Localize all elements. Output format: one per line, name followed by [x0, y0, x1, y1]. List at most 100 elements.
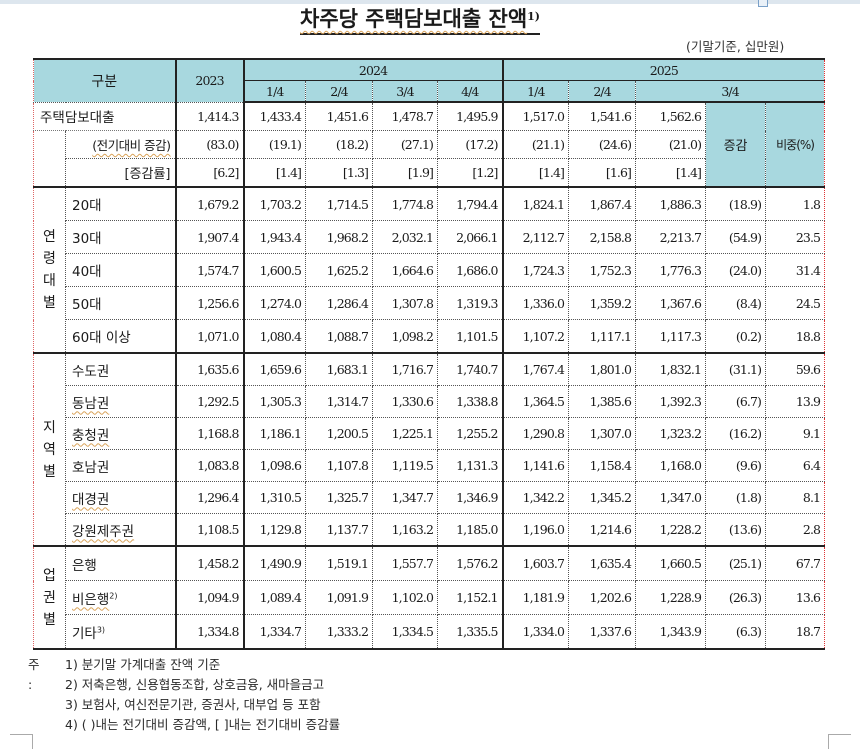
- table-cell: 1,886.3: [635, 186, 707, 221]
- table-cell: 1,364.5: [501, 385, 570, 418]
- table-cell: 1,108.5: [174, 513, 245, 547]
- table-cell: 1,367.6: [635, 286, 707, 320]
- table-cell: 1,089.4: [242, 580, 307, 615]
- change-cell: (6.7): [705, 385, 767, 418]
- table-cell: 1,319.3: [437, 286, 504, 320]
- row-label-text: 50대: [72, 297, 102, 313]
- table-cell: 1,767.4: [501, 352, 570, 386]
- table-cell: 1,296.4: [174, 481, 245, 514]
- table-cell: 1,557.7: [372, 545, 439, 581]
- table-cell: 1,098.2: [372, 319, 439, 354]
- table-cell: 1,330.6: [372, 385, 439, 418]
- table-cell: 1,659.6: [242, 352, 307, 386]
- table-cell: 1,801.0: [568, 352, 637, 386]
- header-2025: 2025: [501, 58, 826, 81]
- row-label-text: 동남권: [72, 395, 110, 412]
- cell-rate-2025q1: [1.4]: [501, 158, 570, 188]
- table-cell: 1,256.6: [174, 286, 245, 320]
- note-1: 1) 분기말 가계대출 잔액 기준: [65, 657, 221, 672]
- table-cell: 1,131.3: [437, 449, 504, 482]
- table-row: 기타3) 1,334.8 1,334.7 1,333.2 1,334.5 1,335.5 1…: [34, 614, 826, 650]
- table-cell: 1,740.7: [437, 352, 504, 386]
- group-label: 연 령 대 별: [33, 186, 66, 354]
- page-marker: [758, 0, 768, 7]
- table-cell: 1,337.6: [568, 614, 637, 650]
- table-cell: 1,091.9: [305, 580, 374, 615]
- table-cell: 1,225.1: [372, 417, 439, 450]
- row-label-text: 20대: [72, 198, 102, 214]
- note-4: 4) ( )내는 전기대비 증감액, [ ]내는 전기대비 증감률: [65, 717, 341, 732]
- table-cell: 1,334.0: [501, 614, 570, 650]
- note-3: 3) 보험사, 여신전문기관, 증권사, 대부업 등 포함: [65, 697, 321, 712]
- title-text: 차주당 주택담보대출 잔액: [300, 7, 528, 31]
- header-2024-q4: 4/4: [437, 80, 504, 103]
- table-row: 지 역 별 수도권 1,635.6 1,659.6 1,683.1 1,716.7 1,74…: [33, 352, 826, 547]
- cell-change-2024q3: (27.1): [372, 130, 439, 159]
- table-cell: 1,200.5: [305, 417, 374, 450]
- note-2: 2) 저축은행, 신용협동조합, 상호금융, 새마을금고: [65, 677, 325, 692]
- table-cell: 1,907.4: [174, 220, 245, 254]
- table-cell: 1,158.4: [568, 449, 637, 482]
- table-row: 충청권 1,168.8 1,186.1 1,200.5 1,225.1 1,255.2 1,…: [34, 417, 826, 450]
- table-cell: 1,274.0: [242, 286, 307, 320]
- share-cell: 67.7: [765, 545, 826, 581]
- row-label-text: 기타: [72, 625, 97, 642]
- change-cell: (1.8): [705, 481, 767, 514]
- table-cell: 1,347.7: [372, 481, 439, 514]
- header-2024-q2: 2/4: [305, 80, 374, 103]
- row-label-text: 대경권: [72, 491, 110, 508]
- table-cell: 1,867.4: [568, 186, 637, 221]
- table-cell: 2,112.7: [501, 220, 570, 254]
- table-cell: 1,600.5: [242, 253, 307, 287]
- table-cell: 1,107.8: [305, 449, 374, 482]
- change-cell: (16.2): [705, 417, 767, 450]
- cell-rate-2025q3: [1.4]: [635, 158, 707, 188]
- header-2025-q3: 3/4: [635, 80, 826, 103]
- header-category: 구분: [32, 58, 177, 103]
- header-share: 비중(%): [765, 101, 826, 188]
- table-cell: 1,290.8: [501, 417, 570, 450]
- window-top-bar: [0, 0, 860, 4]
- table-cell: 1,824.1: [501, 186, 570, 221]
- cell-change-2023: (83.0): [174, 130, 245, 159]
- table-cell: 1,385.6: [568, 385, 637, 418]
- table-cell: 1,794.4: [437, 186, 504, 221]
- cell-rate-2025q2: [1.6]: [568, 158, 637, 188]
- table-cell: 1,683.1: [305, 352, 374, 386]
- table-cell: 1,574.7: [174, 253, 245, 287]
- table-cell: 1,292.5: [174, 385, 245, 418]
- row-label-text: 은행: [72, 557, 97, 574]
- cell-rate-2024q4: [1.2]: [437, 158, 504, 188]
- table-cell: 1,168.0: [635, 449, 707, 482]
- row-label-total: 주택담보대출: [32, 101, 177, 131]
- page-title: 차주당 주택담보대출 잔액1): [300, 6, 541, 35]
- table-row: 50대 1,256.6 1,274.0 1,286.4 1,307.8 1,319.3 1,…: [34, 286, 826, 320]
- table-cell: 1,392.3: [635, 385, 707, 418]
- cell-change-2025q2: (24.6): [568, 130, 637, 159]
- table-cell: 1,107.2: [501, 319, 570, 354]
- table-cell: 1,196.0: [501, 513, 570, 547]
- table-cell: 1,774.8: [372, 186, 439, 221]
- table-cell: 1,255.2: [437, 417, 504, 450]
- table-cell: 1,152.1: [437, 580, 504, 615]
- table-row: 대경권 1,296.4 1,310.5 1,325.7 1,347.7 1,346.9 1,…: [34, 481, 826, 514]
- table-cell: 1,334.8: [174, 614, 245, 650]
- table-cell: 1,101.5: [437, 319, 504, 354]
- table-row: 60대 이상 1,071.0 1,080.4 1,088.7 1,098.2 1,101.…: [34, 319, 826, 354]
- table-cell: 1,345.2: [568, 481, 637, 514]
- table-cell: 1,129.8: [242, 513, 307, 547]
- header-2025-q2: 2/4: [568, 80, 637, 103]
- table-cell: 1,310.5: [242, 481, 307, 514]
- row-label: 40대: [64, 253, 177, 287]
- cell-change-2024q2: (18.2): [305, 130, 374, 159]
- cell-rate-2024q1: [1.4]: [242, 158, 307, 188]
- table-cell: 1,186.1: [242, 417, 307, 450]
- table-cell: 1,119.5: [372, 449, 439, 482]
- unit-note: (기말기준, 십만원): [686, 39, 785, 54]
- cell-total-2024q1: 1,433.4: [242, 101, 307, 131]
- row-footnote: 2): [109, 591, 118, 600]
- change-cell: (25.1): [705, 545, 767, 581]
- row-footnote: 3): [96, 625, 106, 634]
- table-cell: 1,333.2: [305, 614, 374, 650]
- row-label-text: 수도권: [72, 363, 110, 380]
